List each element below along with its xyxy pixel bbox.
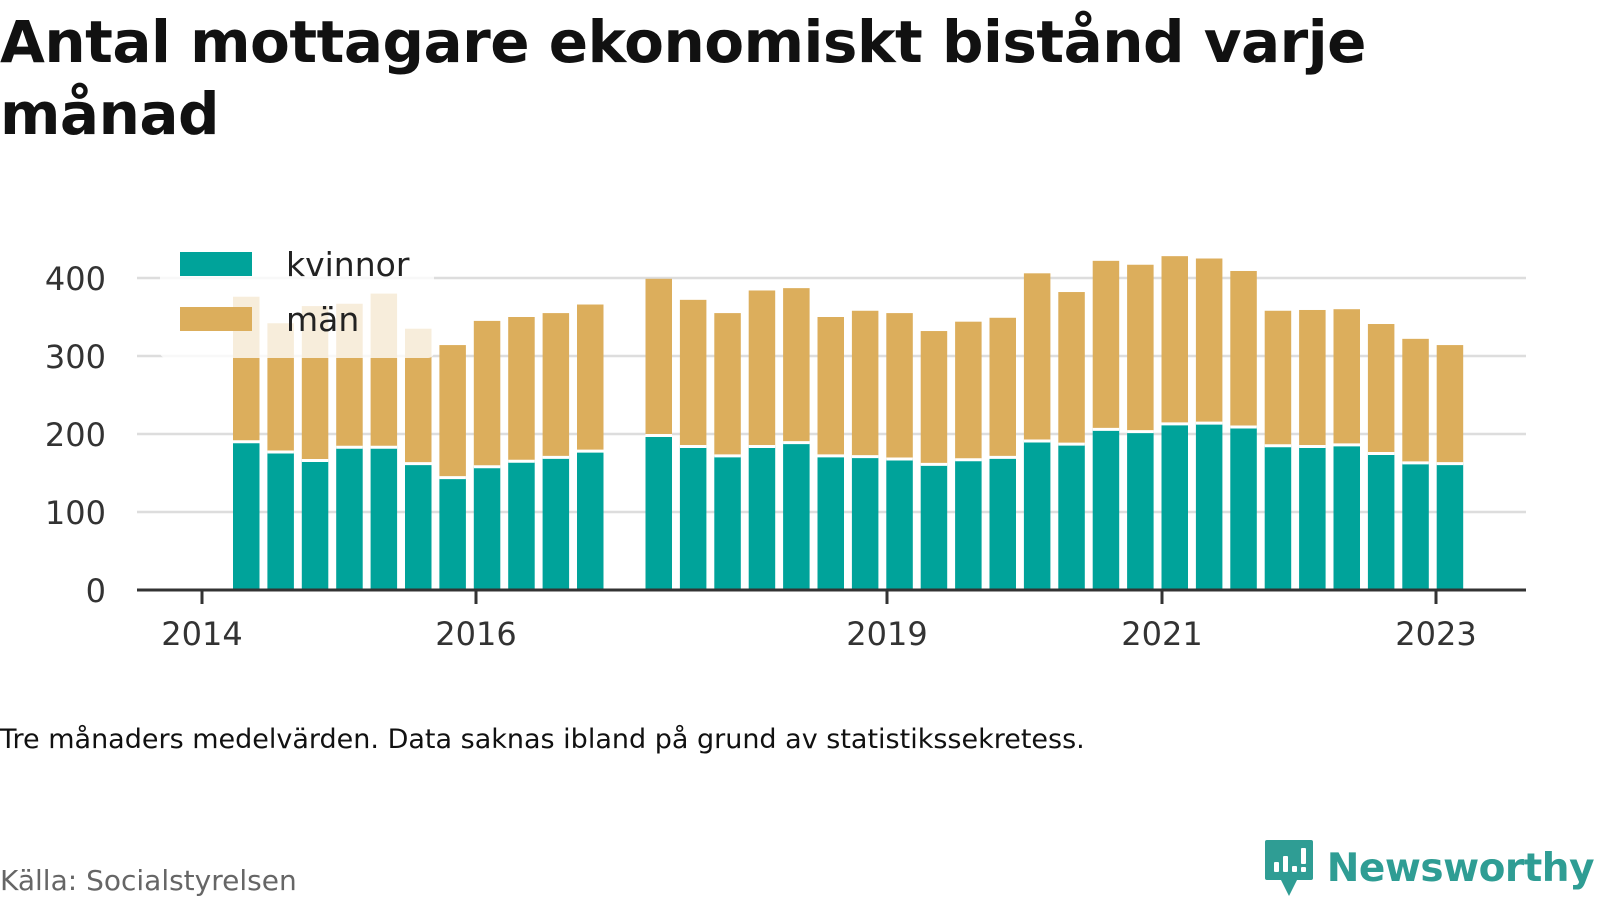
source-text: Källa: Socialstyrelsen bbox=[0, 864, 297, 897]
bar-kvinnor bbox=[542, 457, 570, 590]
bar-man bbox=[679, 299, 707, 447]
bar-kvinnor bbox=[405, 463, 432, 590]
newsworthy-logo-icon bbox=[1264, 840, 1313, 896]
bar-kvinnor bbox=[886, 458, 913, 590]
bar-kvinnor bbox=[1058, 444, 1085, 590]
x-tick-label: 2021 bbox=[1121, 615, 1202, 653]
bar-man bbox=[955, 321, 982, 460]
x-tick-label: 2014 bbox=[161, 615, 242, 653]
bar-man bbox=[920, 331, 948, 465]
bar-man bbox=[1092, 260, 1120, 430]
y-tick-label: 300 bbox=[45, 338, 106, 376]
bar-kvinnor bbox=[1092, 429, 1120, 590]
bar-kvinnor bbox=[439, 477, 466, 590]
brand-name: Newsworthy bbox=[1326, 845, 1595, 891]
bar-man bbox=[1195, 258, 1223, 424]
bar-kvinnor bbox=[920, 464, 948, 590]
bar-kvinnor bbox=[748, 446, 776, 590]
bars bbox=[233, 256, 1464, 590]
bar-man bbox=[1367, 324, 1395, 454]
legend-swatch-kvinnor bbox=[180, 252, 252, 276]
bar-man bbox=[1264, 310, 1292, 446]
y-tick-label: 400 bbox=[45, 260, 106, 298]
legend-label-man: män bbox=[286, 299, 360, 339]
bar-kvinnor bbox=[714, 455, 741, 590]
bar-kvinnor bbox=[955, 459, 982, 590]
legend-label-kvinnor: kvinnor bbox=[286, 244, 410, 284]
bar-man bbox=[1230, 270, 1257, 427]
bar-man bbox=[1058, 292, 1085, 445]
legend: kvinnor män bbox=[160, 230, 434, 358]
bar-man bbox=[1023, 273, 1051, 442]
bar-man bbox=[508, 317, 535, 462]
bar-kvinnor bbox=[1127, 431, 1154, 590]
bar-man bbox=[1333, 309, 1360, 445]
bar-kvinnor bbox=[1402, 462, 1429, 590]
bar-kvinnor bbox=[473, 466, 501, 590]
bar-kvinnor bbox=[370, 447, 398, 590]
bar-man bbox=[1436, 345, 1464, 464]
bar-kvinnor bbox=[1161, 423, 1188, 590]
bar-man bbox=[817, 317, 844, 456]
bar-man bbox=[748, 290, 776, 447]
bar-kvinnor bbox=[1299, 446, 1326, 590]
y-tick-label: 100 bbox=[45, 494, 106, 532]
bar-man bbox=[1402, 338, 1429, 463]
bar-man bbox=[714, 313, 741, 456]
bar-kvinnor bbox=[817, 455, 844, 590]
chart-title: Antal mottagare ekonomiskt bistånd varje… bbox=[0, 8, 1367, 148]
chart-caption: Tre månaders medelvärden. Data saknas ib… bbox=[0, 724, 1085, 755]
bar-kvinnor bbox=[1333, 444, 1360, 590]
bar-man bbox=[1299, 309, 1326, 447]
bar-man bbox=[989, 317, 1016, 458]
legend-item-man: män bbox=[180, 299, 359, 339]
y-tick-label: 0 bbox=[86, 572, 106, 610]
bar-man bbox=[1127, 264, 1154, 432]
bar-man bbox=[473, 320, 501, 467]
axes: 0 100 200 300 400 2014 2016 2019 2021 2023 bbox=[45, 260, 1526, 653]
bar-kvinnor bbox=[267, 451, 294, 590]
bar-man bbox=[851, 310, 879, 457]
bar-kvinnor bbox=[301, 460, 329, 590]
bar-kvinnor bbox=[1436, 463, 1464, 590]
bar-kvinnor bbox=[577, 451, 604, 590]
bar-man bbox=[645, 278, 672, 436]
legend-swatch-man bbox=[180, 307, 252, 331]
x-tick-label: 2016 bbox=[435, 615, 516, 653]
bar-kvinnor bbox=[851, 456, 879, 590]
bar-kvinnor bbox=[1264, 445, 1292, 590]
bar-kvinnor bbox=[783, 442, 810, 590]
bar-kvinnor bbox=[1230, 426, 1257, 590]
x-tick-label: 2023 bbox=[1395, 615, 1476, 653]
bar-kvinnor bbox=[508, 461, 535, 590]
legend-item-kvinnor: kvinnor bbox=[180, 244, 409, 284]
bar-man bbox=[439, 345, 466, 478]
bar-kvinnor bbox=[679, 446, 707, 590]
bar-kvinnor bbox=[1023, 441, 1051, 590]
bar-kvinnor bbox=[233, 441, 260, 590]
bar-kvinnor bbox=[336, 447, 363, 590]
bar-kvinnor bbox=[989, 457, 1016, 590]
bar-man bbox=[542, 313, 570, 458]
bar-kvinnor bbox=[1367, 453, 1395, 590]
bar-kvinnor bbox=[645, 435, 672, 590]
y-tick-label: 200 bbox=[45, 416, 106, 454]
bar-man bbox=[1161, 256, 1188, 424]
bar-man bbox=[783, 288, 810, 443]
bar-kvinnor bbox=[1195, 423, 1223, 590]
x-tick-label: 2019 bbox=[846, 615, 927, 653]
bar-man bbox=[886, 313, 913, 459]
bar-man bbox=[577, 304, 604, 452]
brand[interactable]: Newsworthy bbox=[1263, 838, 1595, 898]
